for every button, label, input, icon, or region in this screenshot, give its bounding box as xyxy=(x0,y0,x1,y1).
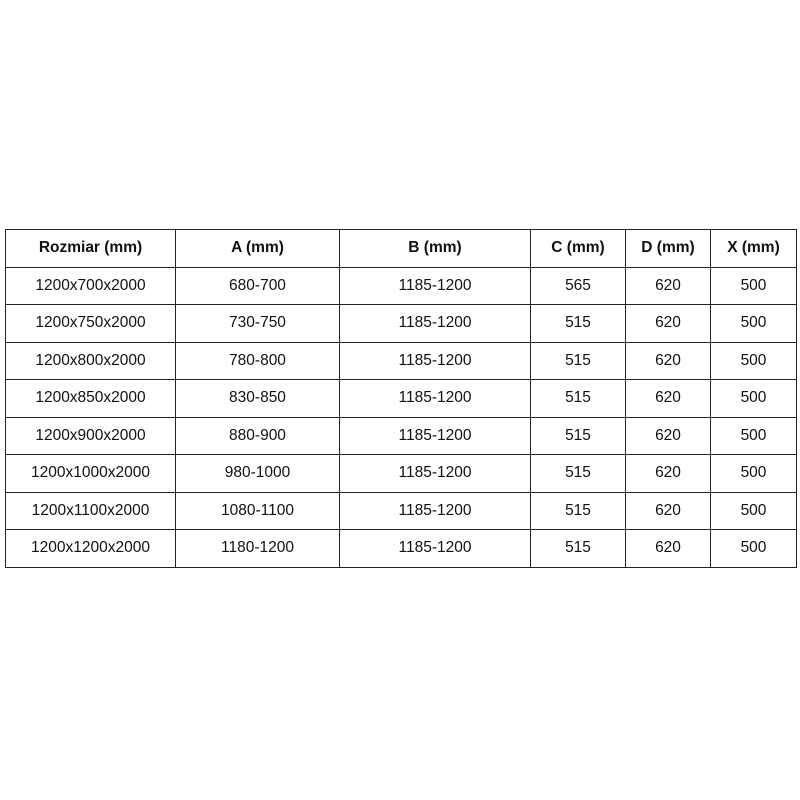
table-cell: 830-850 xyxy=(175,379,340,418)
table-cell: 565 xyxy=(530,266,626,305)
column-header: B (mm) xyxy=(339,229,531,268)
table-cell: 620 xyxy=(625,341,711,380)
table-cell: 1200x1000x2000 xyxy=(5,454,176,493)
table-cell: 620 xyxy=(625,266,711,305)
table-cell: 515 xyxy=(530,304,626,343)
column-header: A (mm) xyxy=(175,229,340,268)
table-cell: 1185-1200 xyxy=(339,491,531,530)
table-cell: 620 xyxy=(625,379,711,418)
table-cell: 515 xyxy=(530,341,626,380)
table-cell: 620 xyxy=(625,454,711,493)
table-cell: 620 xyxy=(625,304,711,343)
table-row: 1200x800x2000 780-800 1185-1200 515 620 500 xyxy=(5,341,797,380)
table-cell: 500 xyxy=(710,341,797,380)
table-cell: 1200x1200x2000 xyxy=(5,529,176,568)
table-cell: 880-900 xyxy=(175,416,340,455)
table-cell: 515 xyxy=(530,379,626,418)
table-cell: 500 xyxy=(710,379,797,418)
table-cell: 1185-1200 xyxy=(339,266,531,305)
table-cell: 980-1000 xyxy=(175,454,340,493)
table-cell: 680-700 xyxy=(175,266,340,305)
table-cell: 500 xyxy=(710,416,797,455)
table-cell: 500 xyxy=(710,304,797,343)
table-row: 1200x900x2000 880-900 1185-1200 515 620 500 xyxy=(5,416,797,455)
table-row: 1200x1200x2000 1180-1200 1185-1200 515 620 50… xyxy=(5,529,797,568)
table-cell: 1200x900x2000 xyxy=(5,416,176,455)
table-cell: 1200x800x2000 xyxy=(5,341,176,380)
table-cell: 515 xyxy=(530,491,626,530)
table-cell: 500 xyxy=(710,266,797,305)
column-header: X (mm) xyxy=(710,229,797,268)
header-row: Rozmiar (mm) A (mm) B (mm) C (mm) D (mm) X (m… xyxy=(5,229,797,268)
table-row: 1200x700x2000 680-700 1185-1200 565 620 500 xyxy=(5,266,797,305)
table-cell: 500 xyxy=(710,491,797,530)
column-header: C (mm) xyxy=(530,229,626,268)
table-row: 1200x750x2000 730-750 1185-1200 515 620 500 xyxy=(5,304,797,343)
column-header: Rozmiar (mm) xyxy=(5,229,176,268)
table-cell: 1200x700x2000 xyxy=(5,266,176,305)
table-cell: 500 xyxy=(710,454,797,493)
table-cell: 1185-1200 xyxy=(339,304,531,343)
table-row: 1200x1000x2000 980-1000 1185-1200 515 620 500 xyxy=(5,454,797,493)
table-row: 1200x1100x2000 1080-1100 1185-1200 515 620 50… xyxy=(5,491,797,530)
table-cell: 730-750 xyxy=(175,304,340,343)
table-cell: 1180-1200 xyxy=(175,529,340,568)
table-cell: 515 xyxy=(530,529,626,568)
table-cell: 1185-1200 xyxy=(339,379,531,418)
table-cell: 515 xyxy=(530,454,626,493)
table-cell: 500 xyxy=(710,529,797,568)
table-cell: 1185-1200 xyxy=(339,341,531,380)
column-header: D (mm) xyxy=(625,229,711,268)
table-cell: 1200x850x2000 xyxy=(5,379,176,418)
table-cell: 1080-1100 xyxy=(175,491,340,530)
table-row: 1200x850x2000 830-850 1185-1200 515 620 500 xyxy=(5,379,797,418)
table-cell: 1200x750x2000 xyxy=(5,304,176,343)
table-cell: 620 xyxy=(625,529,711,568)
table-cell: 620 xyxy=(625,491,711,530)
table-cell: 1185-1200 xyxy=(339,529,531,568)
dimensions-table: Rozmiar (mm) A (mm) B (mm) C (mm) D (mm) X (m… xyxy=(5,229,797,568)
table-cell: 620 xyxy=(625,416,711,455)
table-cell: 780-800 xyxy=(175,341,340,380)
table-cell: 1200x1100x2000 xyxy=(5,491,176,530)
table-cell: 515 xyxy=(530,416,626,455)
table-cell: 1185-1200 xyxy=(339,454,531,493)
table-cell: 1185-1200 xyxy=(339,416,531,455)
